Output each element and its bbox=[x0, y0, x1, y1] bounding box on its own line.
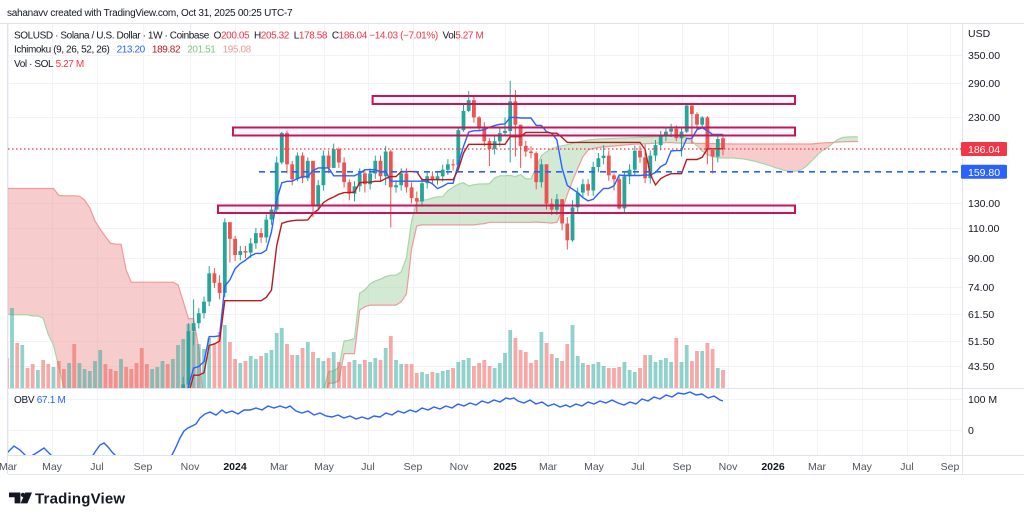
svg-text:Sep: Sep bbox=[134, 461, 153, 473]
svg-text:130.00: 130.00 bbox=[968, 198, 1000, 210]
svg-text:Jul: Jul bbox=[90, 461, 103, 473]
svg-text:Nov: Nov bbox=[181, 461, 200, 473]
svg-text:OBV 67.1 M: OBV 67.1 M bbox=[14, 395, 65, 406]
svg-text:110.00: 110.00 bbox=[968, 223, 999, 235]
svg-text:Sep: Sep bbox=[673, 461, 692, 473]
svg-text:230.00: 230.00 bbox=[968, 112, 1000, 124]
svg-text:USD: USD bbox=[968, 28, 991, 40]
svg-text:159.80: 159.80 bbox=[968, 167, 1000, 179]
svg-text:SOLUSD · Solana / U.S. Dollar: SOLUSD · Solana / U.S. Dollar · 1W · Coi… bbox=[14, 31, 483, 42]
svg-text:Mar: Mar bbox=[270, 461, 289, 473]
svg-text:Nov: Nov bbox=[450, 461, 469, 473]
svg-text:May: May bbox=[42, 461, 63, 473]
svg-text:100 M: 100 M bbox=[968, 394, 997, 406]
svg-text:sahanavv created with TradingV: sahanavv created with TradingView.com, O… bbox=[7, 8, 293, 19]
svg-text:Ichimoku (9, 26, 52, 26) 213: Ichimoku (9, 26, 52, 26) 213.20 189.82 2… bbox=[14, 45, 252, 56]
svg-text:350.00: 350.00 bbox=[968, 50, 1000, 62]
svg-text:51.50: 51.50 bbox=[968, 336, 994, 348]
svg-text:2024: 2024 bbox=[223, 461, 247, 473]
svg-text:90.00: 90.00 bbox=[968, 253, 994, 265]
svg-text:74.00: 74.00 bbox=[968, 282, 994, 294]
svg-text:May: May bbox=[852, 461, 873, 473]
svg-text:May: May bbox=[314, 461, 335, 473]
svg-text:May: May bbox=[584, 461, 605, 473]
svg-text:2026: 2026 bbox=[761, 461, 785, 473]
svg-text:Sep: Sep bbox=[941, 461, 960, 473]
svg-text:2025: 2025 bbox=[493, 461, 517, 473]
svg-text:Nov: Nov bbox=[719, 461, 738, 473]
svg-text:Mar: Mar bbox=[0, 461, 18, 473]
svg-text:Mar: Mar bbox=[808, 461, 827, 473]
svg-text:61.50: 61.50 bbox=[968, 309, 994, 321]
svg-text:Jul: Jul bbox=[361, 461, 374, 473]
svg-text:43.50: 43.50 bbox=[968, 361, 994, 373]
svg-text:Vol · SOL 5.27 M: Vol · SOL 5.27 M bbox=[14, 59, 84, 70]
svg-text:TradingView: TradingView bbox=[35, 491, 125, 508]
svg-text:290.00: 290.00 bbox=[968, 78, 1000, 90]
svg-text:Sep: Sep bbox=[404, 461, 423, 473]
svg-text:0: 0 bbox=[968, 425, 974, 437]
svg-text:Jul: Jul bbox=[631, 461, 644, 473]
svg-text:Mar: Mar bbox=[539, 461, 558, 473]
svg-text:Jul: Jul bbox=[900, 461, 913, 473]
svg-text:186.04: 186.04 bbox=[968, 144, 1000, 156]
